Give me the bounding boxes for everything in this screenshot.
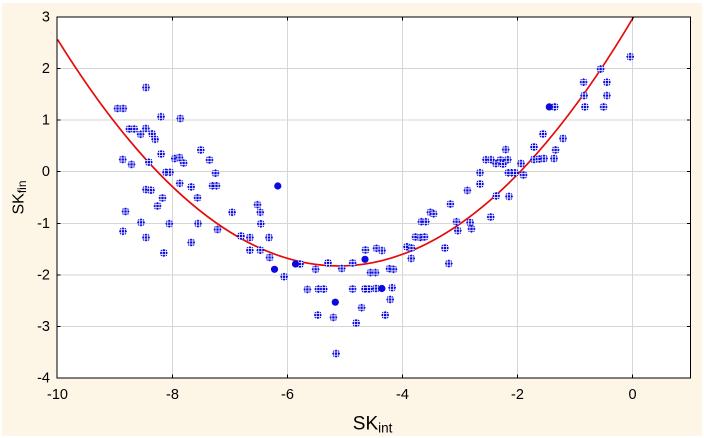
svg-text:-4: -4	[396, 387, 409, 403]
svg-text:-4: -4	[37, 371, 50, 387]
svg-text:-10: -10	[47, 387, 68, 403]
svg-text:2: 2	[42, 61, 50, 77]
svg-text:-2: -2	[37, 267, 50, 283]
svg-text:1: 1	[42, 113, 50, 129]
svg-text:0: 0	[42, 164, 50, 180]
svg-text:-8: -8	[166, 387, 179, 403]
svg-text:-6: -6	[281, 387, 294, 403]
svg-text:3: 3	[42, 10, 50, 26]
svg-text:-1: -1	[37, 216, 50, 232]
svg-text:SKint: SKint	[353, 414, 393, 436]
svg-text:-2: -2	[511, 387, 524, 403]
svg-text:SKfin: SKfin	[11, 180, 30, 214]
svg-text:-3: -3	[37, 319, 50, 335]
svg-text:0: 0	[628, 387, 636, 403]
